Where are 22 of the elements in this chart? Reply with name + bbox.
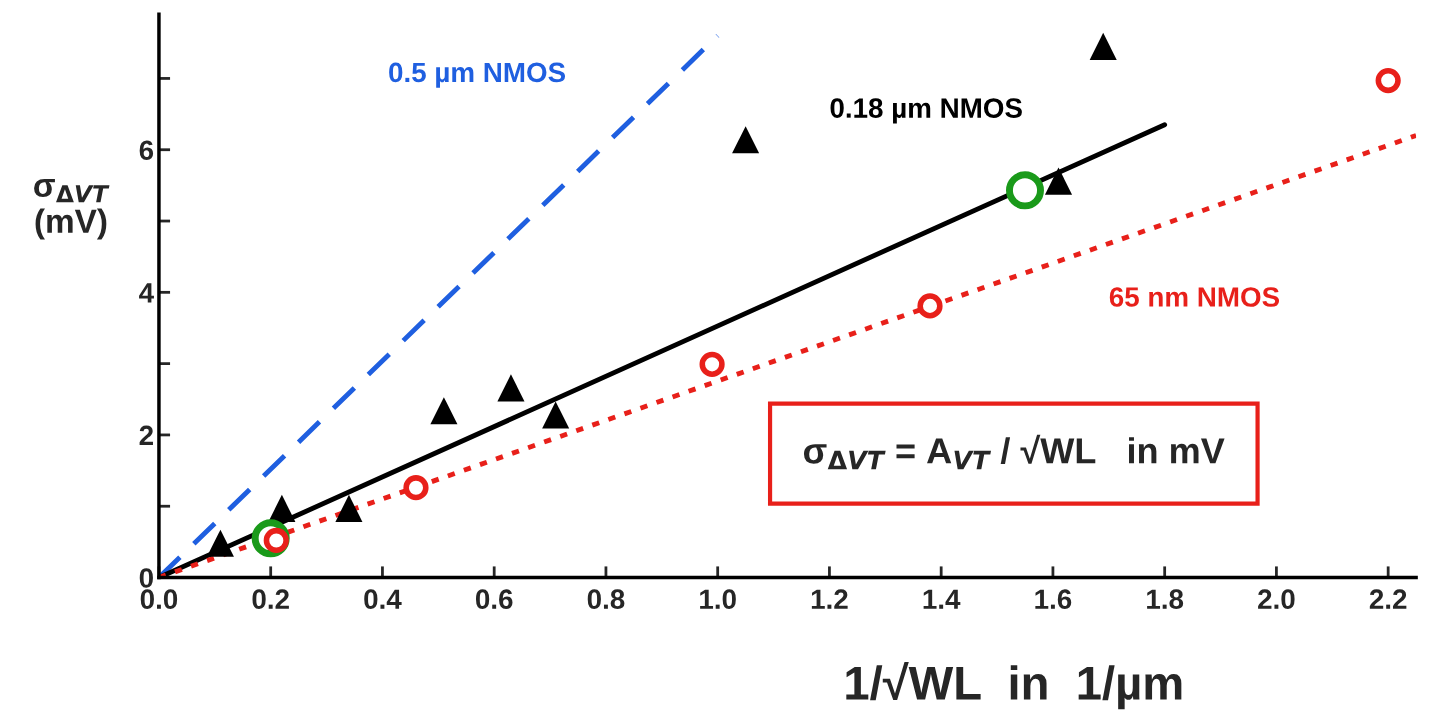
text: 0.5 µm NMOS — [389, 62, 566, 88]
annotation: σ$_{ΔVT}$ = A$_{VT}$ / √WL in mV — [803, 434, 1225, 470]
x-tick-label: 1.0 — [700, 589, 736, 610]
y-tick-label: 6 — [139, 140, 154, 161]
y-axis-title: σ$_{ΔVT}$ (mV) — [34, 179, 110, 240]
x-tick-label: 1.6 — [1035, 589, 1072, 610]
series-label: 65 nm NMOS — [1109, 287, 1280, 307]
y-tick-label: 2 — [139, 425, 153, 445]
x-tick-label: 0.4 — [364, 589, 402, 610]
x-tick-label: 1.2 — [811, 589, 848, 609]
x-tick-label: 0.0 — [140, 589, 178, 610]
x-tick-label: 0.6 — [475, 589, 513, 610]
x-tick-label: 2.0 — [1258, 589, 1295, 610]
y-tick-label: 4 — [139, 283, 154, 303]
x-tick-label: 2.2 — [1369, 589, 1407, 609]
x-tick-label: 1.4 — [923, 589, 961, 609]
x-tick-label: 1.8 — [1147, 589, 1184, 610]
x-tick-label: 0.8 — [587, 589, 625, 610]
text: 0.18 µm NMOS — [830, 98, 1022, 124]
x-axis-title: 1/√WL in 1/µm — [846, 662, 1182, 710]
x-tick-label: 0.2 — [252, 589, 289, 610]
y-tick-label: 0 — [139, 568, 153, 588]
